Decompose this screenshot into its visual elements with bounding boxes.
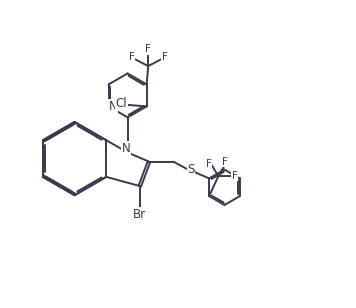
Text: S: S: [187, 163, 194, 176]
Text: N: N: [122, 142, 131, 155]
Text: F: F: [145, 44, 151, 54]
Text: Cl: Cl: [116, 97, 127, 110]
Text: F: F: [206, 159, 212, 169]
Text: F: F: [162, 52, 168, 62]
Text: N: N: [109, 100, 117, 113]
Text: F: F: [232, 171, 238, 181]
Text: F: F: [129, 52, 135, 62]
Text: F: F: [222, 156, 227, 167]
Text: Br: Br: [133, 208, 146, 221]
